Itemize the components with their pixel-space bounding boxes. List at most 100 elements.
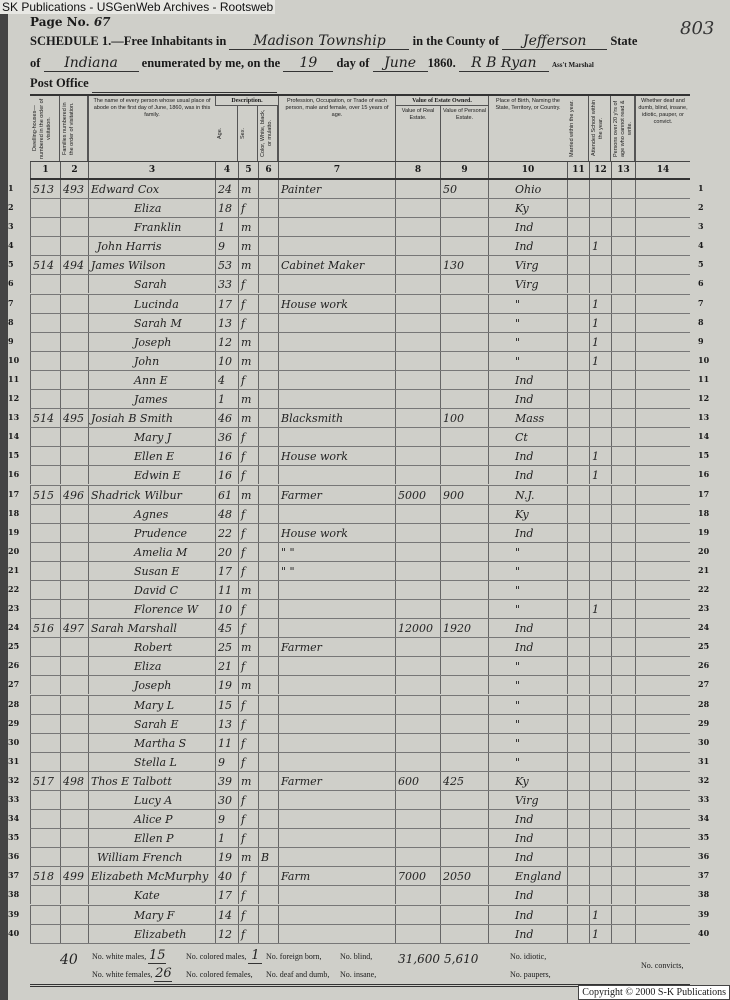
cell-married [567,218,589,237]
cell-condition [635,390,690,409]
table-row: 28 28 Mary L 15 f " [8,695,709,715]
table-row: 26 26 Eliza 21 f " [8,657,709,677]
line-number: 31 [8,755,20,766]
cell-personal-estate [440,695,488,714]
cell-name: James Wilson [88,256,215,275]
line-number: 17 [8,488,20,499]
cell-personal-estate [440,237,488,256]
cell-real-estate: 7000 [395,867,440,886]
cell-real-estate [395,428,440,447]
table-row: 23 23 Florence W 10 f " 1 [8,600,709,620]
cell-occupation [278,714,395,733]
line-number: 23 [8,603,20,614]
cell-condition [635,657,690,676]
cell-occupation [278,924,395,943]
cell-sex: f [238,619,258,638]
cell-family [60,504,88,523]
cell-color [258,619,278,638]
table-row: 21 21 Susan E 17 f " " " [8,561,709,581]
cell-family [60,313,88,332]
cell-sex: m [238,351,258,370]
cell-married [567,523,589,542]
deaf-dumb-label: No. deaf and dumb, [266,969,330,979]
line-number: 25 [8,641,20,652]
cell-real-estate [395,886,440,905]
cell-name: Sarah M [88,313,215,332]
cell-age: 16 [215,466,238,485]
cell-illiterate [611,370,635,389]
cell-personal-estate [440,752,488,771]
cell-illiterate [611,237,635,256]
cell-illiterate [611,351,635,370]
cell-family [60,714,88,733]
cell-real-estate [395,829,440,848]
cell-age: 14 [215,905,238,924]
cell-family [60,657,88,676]
cell-family [60,428,88,447]
cell-school [589,199,611,218]
cell-married [567,695,589,714]
cell-real-estate [395,905,440,924]
cell-name: Florence W [88,600,215,619]
state: Indiana [43,55,139,72]
census-table: Description. Value of Estate Owned. Dwelli… [8,94,709,987]
cell-real-estate [395,370,440,389]
cell-personal-estate [440,905,488,924]
line-number: 36 [8,851,20,862]
cell-occupation: Blacksmith [278,409,395,428]
cell-name: Robert [88,638,215,657]
line-number: 12 [8,393,20,404]
header-personal-estate: Value of Personal Estate. [440,106,488,161]
cell-age: 24 [215,180,238,198]
cell-age: 17 [215,561,238,580]
cell-age: 10 [215,600,238,619]
line-number: 13 [698,412,710,423]
cell-family: 499 [60,867,88,886]
cell-illiterate [611,256,635,275]
cell-real-estate [395,810,440,829]
cell-color [258,180,278,198]
cell-personal-estate [440,313,488,332]
header-real-estate: Value of Real Estate. [395,106,440,161]
cell-color [258,466,278,485]
cell-condition [635,771,690,790]
cell-sex: f [238,924,258,943]
cell-occupation [278,905,395,924]
cell-married [567,791,589,809]
cell-illiterate [611,695,635,714]
cell-real-estate: 5000 [395,485,440,504]
line-number: 33 [8,794,20,804]
table-row: 1 1 513 493 Edward Cox 24 m Painter 50 Ohio [8,180,704,200]
cell-real-estate [395,332,440,351]
cell-school [589,619,611,638]
cell-family [60,332,88,351]
page-no-value: 67 [93,15,111,29]
cell-married [567,428,589,447]
cell-married [567,810,589,829]
cell-real-estate [395,676,440,695]
cell-family: 493 [60,180,88,198]
cell-color [258,924,278,943]
cell-occupation [278,752,395,771]
cell-sex: f [238,886,258,905]
cell-illiterate [611,657,635,676]
table-row: 38 38 Kate 17 f Ind [8,886,709,906]
cell-birthplace: " [488,294,567,313]
cell-dwelling [30,523,60,542]
cell-married [567,313,589,332]
header-school: Attended School within the year. [589,96,611,161]
cell-school [589,638,611,657]
cell-age: 22 [215,523,238,542]
cell-condition [635,237,690,256]
cell-dwelling [30,580,60,599]
cell-condition [635,428,690,447]
cell-name: Lucinda [88,294,215,313]
line-number: 11 [698,373,710,384]
line-number: 37 [8,870,20,881]
cell-condition [635,752,690,771]
line-number: 10 [8,354,20,365]
cell-illiterate [611,848,635,867]
idiotic-label: No. idiotic, [510,951,547,961]
enumeration-line: of Indiana enumerated by me, on the 19 d… [30,55,594,72]
cell-personal-estate [440,523,488,542]
